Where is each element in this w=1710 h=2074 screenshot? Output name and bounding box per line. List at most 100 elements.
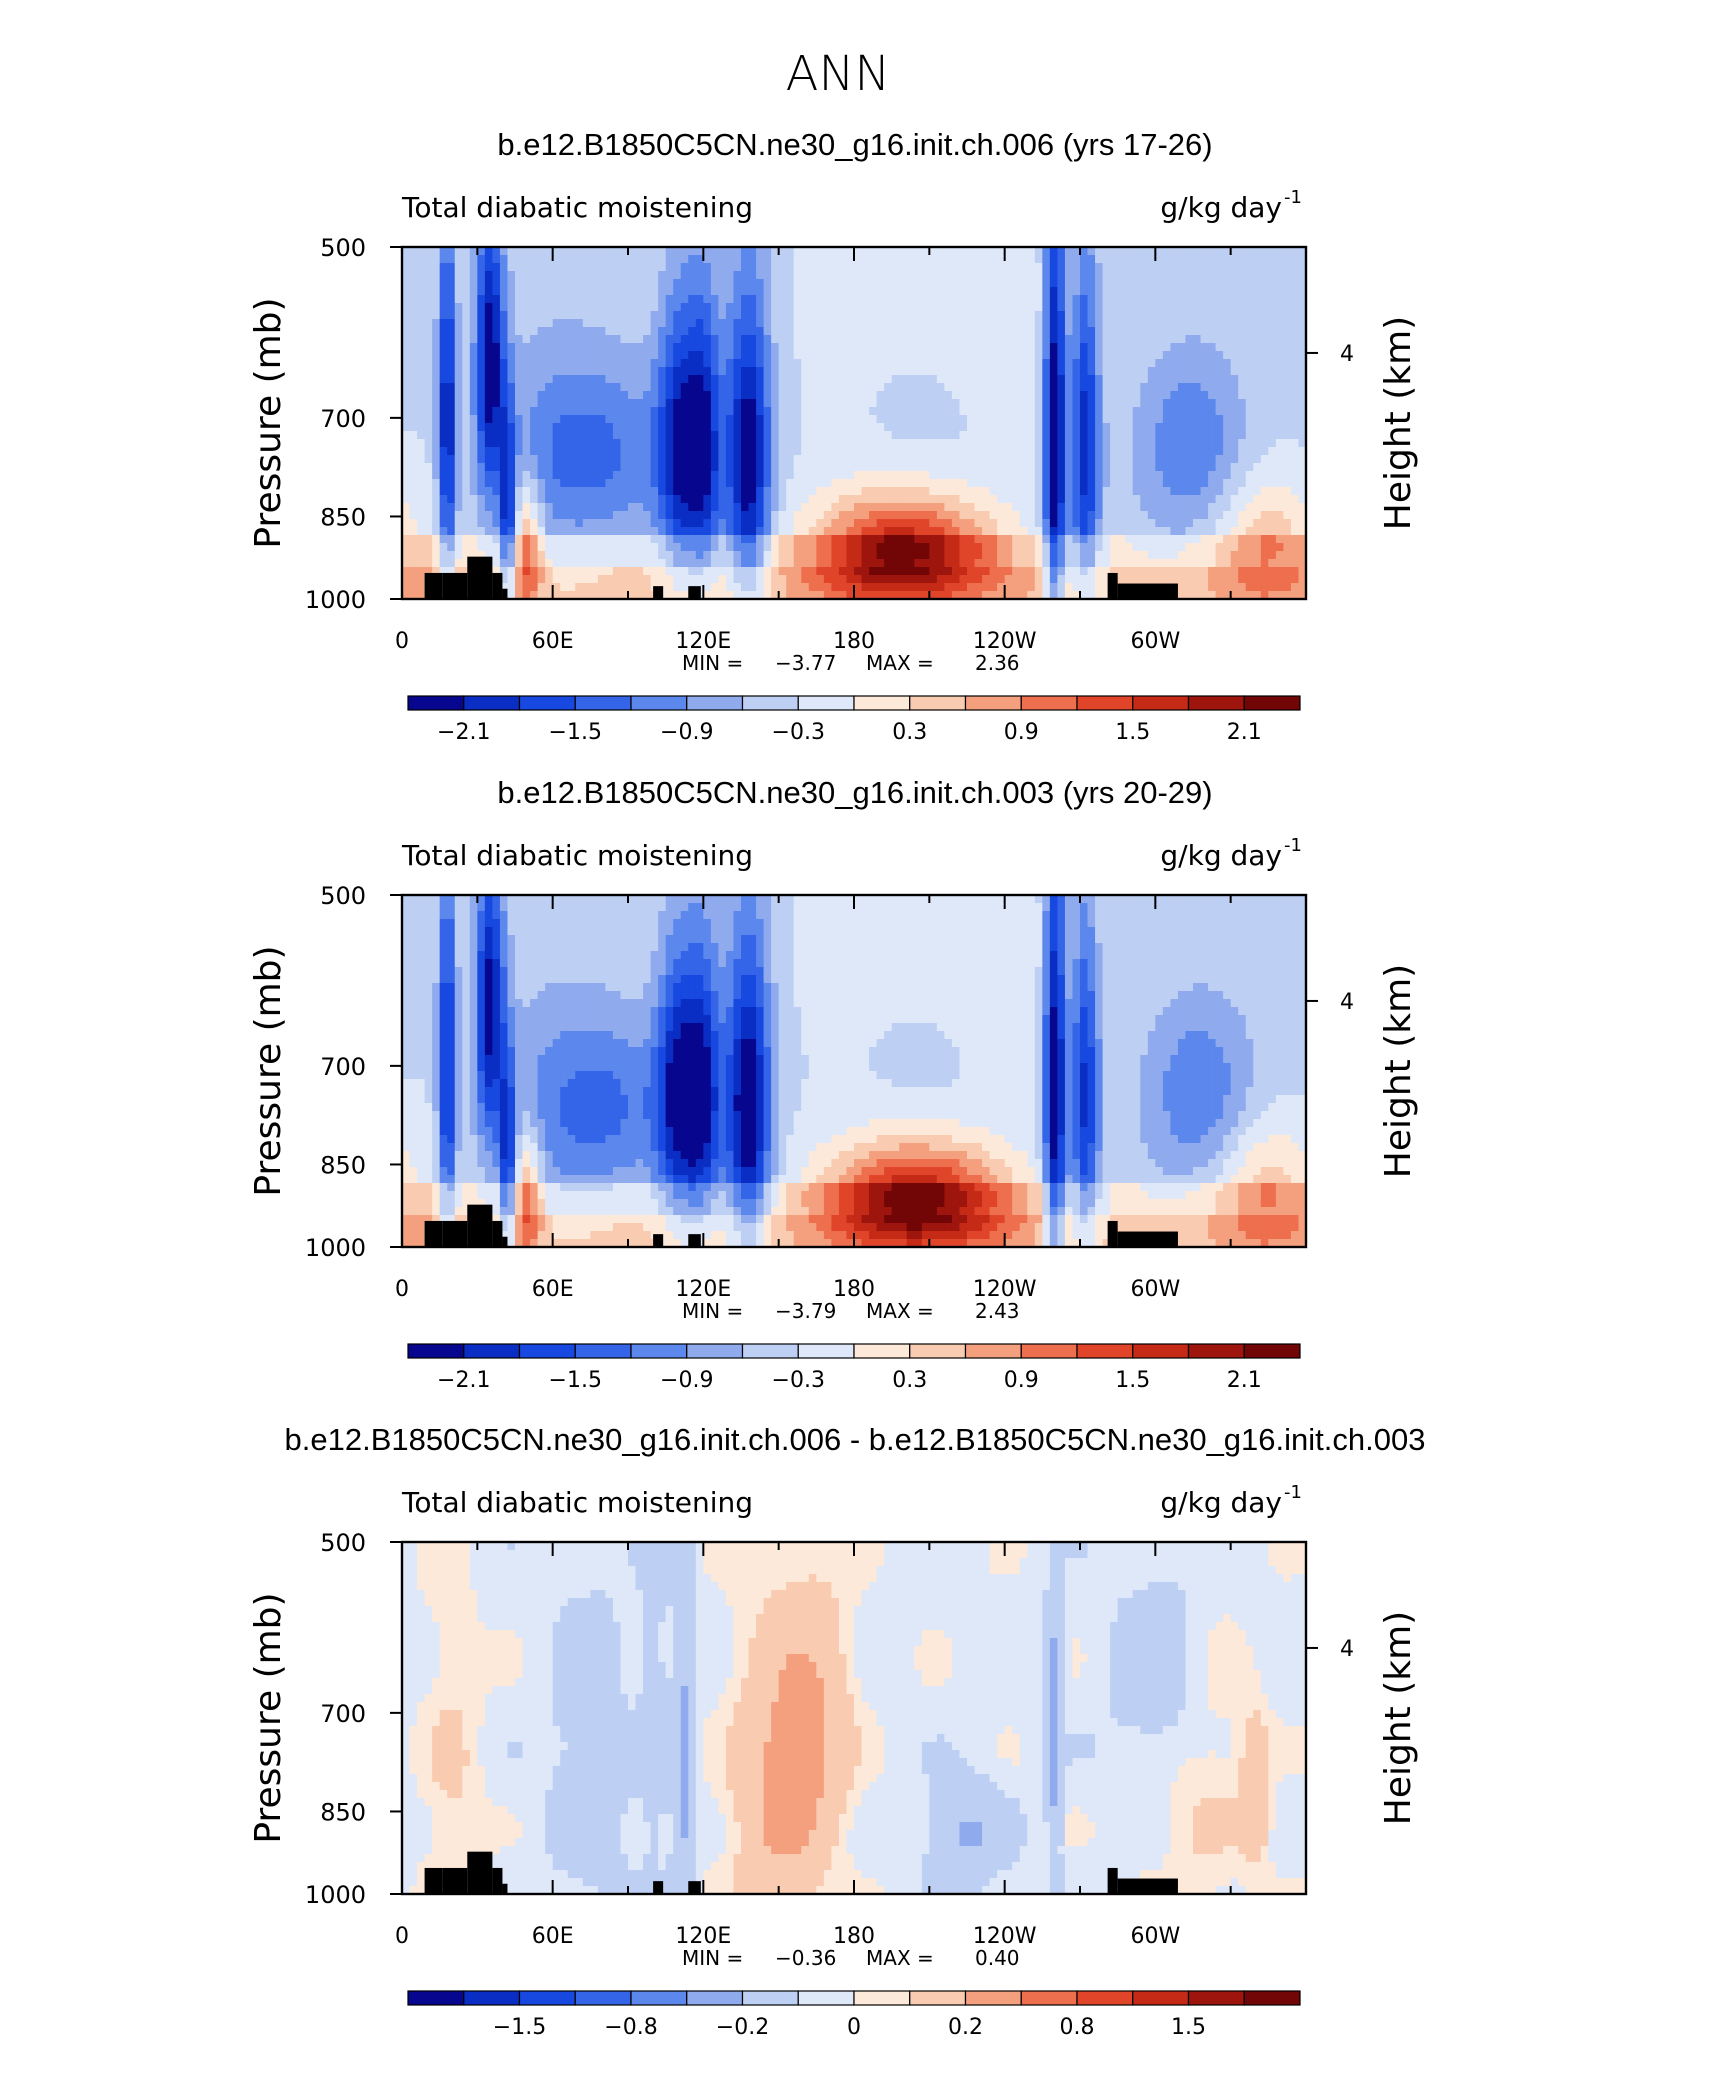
heatmap-cell — [1162, 487, 1171, 496]
heatmap-cell — [1185, 519, 1194, 528]
heatmap-cell — [1012, 319, 1021, 328]
heatmap-cell — [673, 487, 682, 496]
heatmap-cell — [876, 487, 885, 496]
heatmap-cell — [1125, 479, 1134, 488]
heatmap-cell — [665, 559, 674, 568]
heatmap-cell — [906, 263, 915, 272]
heatmap-cell — [876, 463, 885, 472]
heatmap-cell — [688, 279, 697, 288]
heatmap-cell — [1238, 567, 1247, 576]
heatmap-cell — [854, 367, 863, 376]
heatmap-cell — [484, 391, 493, 400]
heatmap-cell — [718, 327, 727, 336]
heatmap-cell — [793, 311, 802, 320]
heatmap-cell — [838, 567, 848, 576]
heatmap-cell — [1147, 439, 1156, 448]
heatmap-cell — [1253, 567, 1262, 576]
heatmap-cell — [492, 319, 501, 328]
heatmap-cell — [1117, 471, 1126, 480]
heatmap-cell — [1298, 295, 1307, 304]
heatmap-cell — [989, 455, 998, 464]
heatmap-cell — [1117, 391, 1126, 400]
heatmap-cell — [944, 567, 953, 576]
heatmap-cell — [997, 271, 1006, 280]
heatmap-cell — [959, 327, 968, 336]
heatmap-cell — [1290, 559, 1300, 568]
heatmap-cell — [409, 559, 418, 568]
heatmap-cell — [492, 383, 501, 392]
heatmap-cell — [492, 479, 501, 488]
heatmap-cell — [929, 503, 938, 512]
heatmap-cell — [1057, 343, 1066, 352]
heatmap-cell — [982, 255, 991, 264]
heatmap-cell — [597, 423, 606, 432]
heatmap-cell — [688, 423, 697, 432]
heatmap-cell — [1057, 567, 1066, 576]
heatmap-cell — [484, 319, 493, 328]
heatmap-cell — [560, 471, 569, 480]
heatmap-cell — [1283, 255, 1292, 264]
heatmap-cell — [1042, 415, 1051, 424]
heatmap-cell — [1268, 407, 1277, 416]
heatmap-cell — [929, 311, 938, 320]
heatmap-cell — [733, 423, 742, 432]
heatmap-cell — [725, 271, 735, 280]
heatmap-cell — [982, 295, 991, 304]
heatmap-cell — [808, 335, 817, 344]
heatmap-cell — [680, 367, 689, 376]
heatmap-cell — [590, 567, 599, 576]
heatmap-cell — [680, 431, 689, 440]
heatmap-cell — [929, 495, 938, 504]
heatmap-cell — [665, 279, 674, 288]
heatmap-cell — [605, 375, 614, 384]
heatmap-cell — [1162, 455, 1171, 464]
heatmap-cell — [409, 479, 418, 488]
heatmap-cell — [944, 527, 953, 536]
heatmap-cell — [1117, 375, 1126, 384]
heatmap-cell — [582, 287, 591, 296]
heatmap-cell — [590, 407, 599, 416]
heatmap-cell — [816, 423, 825, 432]
heatmap-cell — [1223, 247, 1232, 256]
heatmap-cell — [982, 391, 991, 400]
heatmap-cell — [650, 263, 659, 272]
heatmap-cell — [846, 263, 855, 272]
heatmap-cell — [1245, 511, 1254, 520]
heatmap-cell — [914, 287, 923, 296]
heatmap-cell — [477, 343, 486, 352]
heatmap-cell — [1027, 519, 1036, 528]
heatmap-cell — [402, 327, 411, 336]
heatmap-cell — [612, 279, 622, 288]
heatmap-cell — [1057, 519, 1066, 528]
heatmap-cell — [823, 431, 832, 440]
heatmap-cell — [823, 559, 832, 568]
heatmap-cell — [658, 303, 667, 312]
heatmap-cell — [417, 327, 426, 336]
heatmap-cell — [906, 279, 915, 288]
heatmap-cell — [402, 407, 411, 416]
heatmap-cell — [1072, 399, 1081, 408]
heatmap-cell — [733, 271, 742, 280]
heatmap-cell — [1260, 407, 1269, 416]
heatmap-cell — [801, 519, 810, 528]
heatmap-cell — [725, 303, 735, 312]
heatmap-cell — [1200, 527, 1209, 536]
heatmap-cell — [1147, 287, 1156, 296]
heatmap-cell — [454, 351, 463, 360]
heatmap-cell — [597, 295, 606, 304]
heatmap-cell — [884, 271, 893, 280]
heatmap-cell — [1110, 535, 1119, 544]
heatmap-cell — [884, 447, 893, 456]
heatmap-cell — [409, 271, 418, 280]
heatmap-cell — [665, 303, 674, 312]
heatmap-cell — [628, 559, 637, 568]
heatmap-cell — [1193, 351, 1202, 360]
heatmap-cell — [1193, 559, 1202, 568]
heatmap-cell — [1042, 303, 1051, 312]
heatmap-cell — [695, 327, 704, 336]
heatmap-cell — [869, 247, 878, 256]
heatmap-cell — [1087, 559, 1096, 568]
heatmap-cell — [650, 287, 659, 296]
heatmap-cell — [951, 423, 961, 432]
heatmap-cell — [545, 263, 554, 272]
